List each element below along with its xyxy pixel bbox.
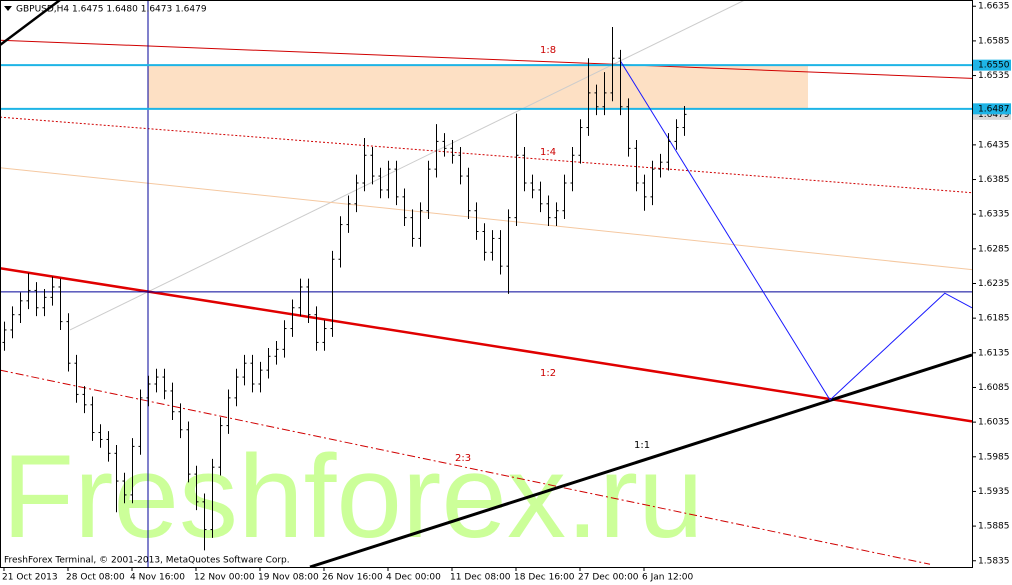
trend-line bbox=[309, 353, 972, 567]
trend-line bbox=[0, 167, 972, 271]
y-tick-label: 1.6535 bbox=[978, 71, 1010, 81]
annotation: 1:8 bbox=[540, 45, 556, 56]
price-tag bbox=[973, 103, 1011, 115]
price-tag bbox=[973, 59, 1011, 71]
bars bbox=[2, 27, 687, 551]
y-tick-label: 1.6285 bbox=[978, 244, 1010, 254]
y-tick-label: 1.6235 bbox=[978, 279, 1010, 289]
annotation: 1:1 bbox=[634, 440, 650, 451]
zone bbox=[148, 65, 808, 109]
footer: FreshForex Terminal, © 2001-2013, MetaQu… bbox=[4, 556, 290, 566]
annotation: 2:3 bbox=[455, 453, 471, 464]
trend-line bbox=[0, 116, 972, 194]
annotation: 1:2 bbox=[540, 368, 556, 379]
y-tick-label: 1.6635 bbox=[978, 2, 1010, 12]
y-tick-label: 1.5985 bbox=[978, 452, 1010, 462]
x-tick-label: 4 Nov 16:00 bbox=[130, 573, 185, 583]
x-tick-label: 19 Nov 08:00 bbox=[258, 573, 319, 583]
trend-line bbox=[0, 369, 931, 565]
x-tick-label: 12 Nov 00:00 bbox=[194, 573, 255, 583]
trend-line bbox=[0, 39, 972, 79]
x-tick-label: 6 Jan 12:00 bbox=[642, 573, 694, 583]
price-tag-label: 1.6550 bbox=[978, 61, 1010, 71]
x-tick-label: 18 Dec 16:00 bbox=[514, 573, 575, 583]
x-tick-label: 28 Oct 08:00 bbox=[66, 573, 125, 583]
x-tick-label: 27 Dec 00:00 bbox=[578, 573, 639, 583]
y-tick-label: 1.6135 bbox=[978, 348, 1010, 358]
price-tag-label: 1.6479 bbox=[978, 110, 1010, 120]
y-tick-label: 1.5835 bbox=[978, 556, 1010, 566]
annotation: 1:4 bbox=[540, 147, 556, 158]
projection-line bbox=[619, 60, 972, 401]
x-tick-label: 26 Nov 16:00 bbox=[322, 573, 383, 583]
y-tick-label: 1.6185 bbox=[978, 314, 1010, 324]
y-tick-label: 1.6385 bbox=[978, 175, 1010, 185]
chart-title: GBPUSD,H4 1.6475 1.6480 1.6473 1.6479 bbox=[16, 5, 207, 15]
trend-line bbox=[69, 0, 746, 331]
price-tag-label: 1.6487 bbox=[978, 104, 1010, 114]
drawings bbox=[0, 0, 972, 567]
y-tick-label: 1.6585 bbox=[978, 36, 1010, 46]
y-tick-label: 1.6435 bbox=[978, 140, 1010, 150]
y-tick-label: 1.5935 bbox=[978, 487, 1010, 497]
y-tick-label: 1.5885 bbox=[978, 522, 1010, 532]
price-tag bbox=[973, 108, 1011, 120]
symbol-menu-icon[interactable] bbox=[4, 6, 12, 11]
watermark: Freshforex.ru bbox=[2, 431, 704, 563]
y-tick-label: 1.6035 bbox=[978, 418, 1010, 428]
trend-line bbox=[0, 0, 61, 47]
trend-line bbox=[0, 267, 972, 423]
y-tick-label: 1.6085 bbox=[978, 383, 1010, 393]
y-tick-label: 1.6335 bbox=[978, 210, 1010, 220]
x-tick-label: 4 Dec 00:00 bbox=[386, 573, 441, 583]
x-tick-label: 11 Dec 08:00 bbox=[450, 573, 511, 583]
x-tick-label: 21 Oct 2013 bbox=[2, 573, 58, 583]
